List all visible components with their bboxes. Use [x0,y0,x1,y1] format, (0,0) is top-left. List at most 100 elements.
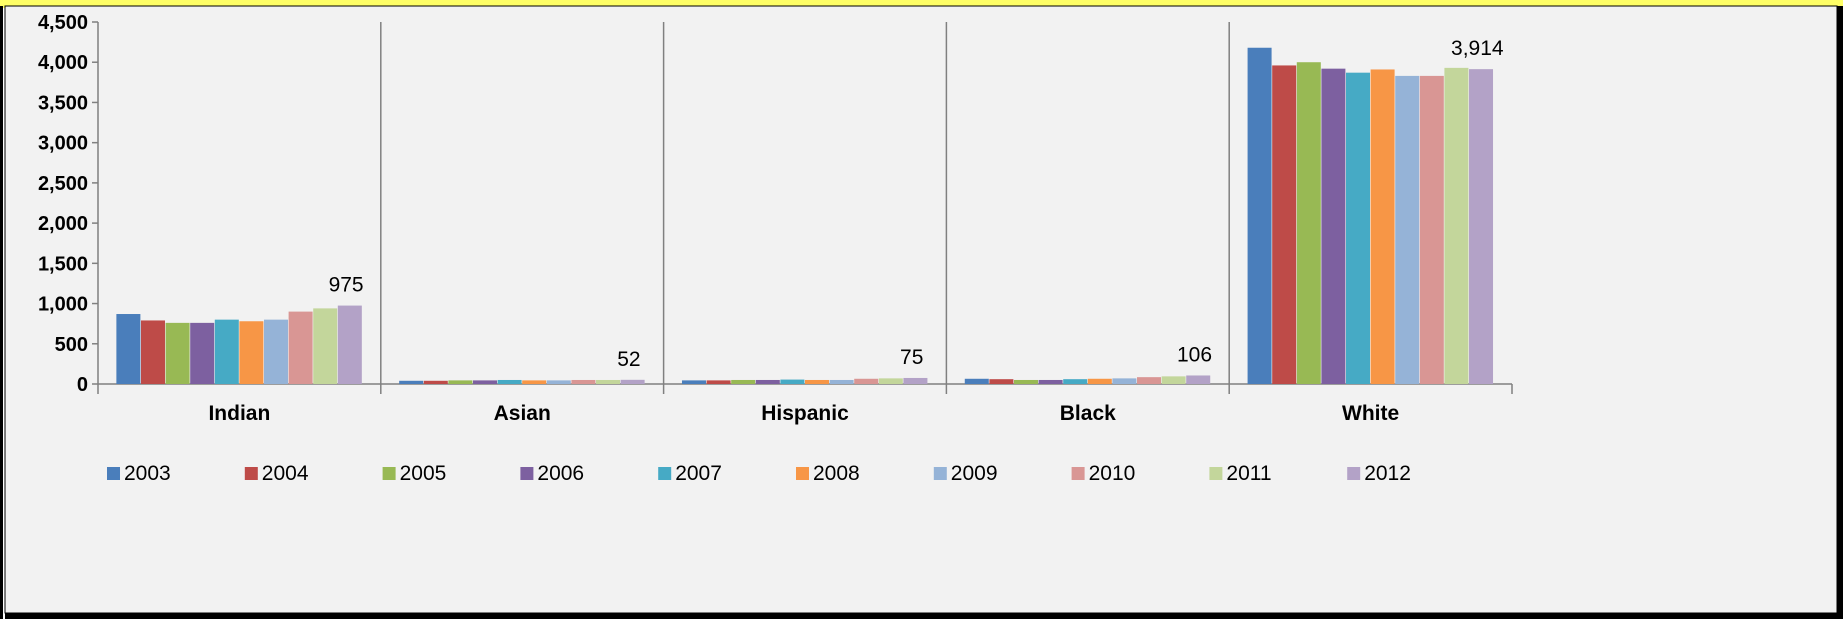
bar-hispanic-2012 [903,377,928,384]
bar-asian-2005 [448,380,473,384]
legend-label: 2011 [1226,462,1271,485]
bar-white-2011 [1444,67,1469,384]
bar-hispanic-2009 [829,379,854,384]
legend-item-2007: 2007 [658,462,722,485]
x-category-label-asian: Asian [494,402,551,425]
y-tick-label: 0 [77,374,88,396]
bar-indian-2009 [264,319,289,384]
bar-black-2008 [1087,378,1112,384]
bar-indian-2010 [288,311,313,384]
bar-hispanic-2010 [854,378,879,384]
bar-black-2005 [1013,379,1038,384]
data-label-white: 3,914 [1451,37,1504,60]
y-tick-label: 1,000 [38,294,88,316]
y-tick-label: 2,500 [38,173,88,195]
bar-asian-2003 [399,380,424,384]
bar-asian-2007 [497,379,522,384]
bar-white-2006 [1321,68,1346,384]
bar-hispanic-2005 [731,379,756,384]
legend-item-2005: 2005 [382,462,447,485]
legend-item-2008: 2008 [796,462,860,485]
legend-swatch [658,467,672,480]
bar-black-2004 [989,379,1014,384]
legend-item-2009: 2009 [933,462,998,485]
legend-swatch [382,467,396,480]
legend-item-2003: 2003 [107,462,171,485]
legend-swatch [1347,467,1361,480]
y-tick-label: 3,500 [38,92,88,114]
legend-label: 2012 [1364,462,1411,485]
frame-shadow-right [1837,6,1843,619]
bar-asian-2009 [546,380,571,384]
data-label-indian: 975 [329,274,364,297]
bar-hispanic-2007 [780,379,805,384]
legend-swatch [933,467,947,480]
legend-swatch [1209,467,1223,480]
bar-hispanic-2004 [706,380,731,384]
bar-hispanic-2008 [805,379,830,384]
bar-indian-2012 [337,305,362,384]
bar-white-2008 [1370,69,1395,384]
bar-indian-2005 [165,322,190,384]
bar-indian-2006 [190,322,215,384]
bar-hispanic-2006 [755,379,780,384]
bar-black-2009 [1112,378,1137,384]
bar-asian-2004 [423,380,448,384]
bar-black-2010 [1137,377,1162,384]
legend-label: 2007 [675,462,722,485]
bar-indian-2011 [313,308,338,384]
bar-asian-2010 [571,379,596,384]
legend-item-2006: 2006 [520,462,584,485]
bar-black-2011 [1161,376,1186,384]
legend-label: 2010 [1089,462,1136,485]
bar-indian-2008 [239,321,264,384]
bars-layer [116,47,1494,385]
legend-label: 2008 [813,462,860,485]
labels-layer: Indian Asian Hispanic Black White 975 52 75 106 3… [208,37,1503,425]
bar-indian-2004 [140,320,165,384]
bar-white-2012 [1469,69,1494,384]
data-label-asian: 52 [617,348,640,371]
bar-black-2003 [964,378,989,384]
legend-label: 2006 [537,462,584,485]
bar-black-2006 [1038,379,1063,384]
bar-hispanic-2003 [681,380,706,384]
top-highlight-strip [0,0,1843,8]
legend: 2003 2004 2005 2006 2007 2008 2009 2010 2011 2012 [107,462,1411,485]
x-category-label-hispanic: Hispanic [761,402,849,425]
chart-area-background [4,5,1838,614]
legend-item-2011: 2011 [1209,462,1272,485]
data-label-hispanic: 75 [900,346,923,369]
bar-asian-2012 [620,379,645,384]
y-tick-label: 3,000 [38,133,88,155]
legend-label: 2005 [400,462,447,485]
axes-layer: 0 500 1,000 1,500 2,000 2,500 3,000 3,500 4,000 4… [38,12,1513,396]
legend-item-2012: 2012 [1347,462,1411,485]
frame-left-edge [0,6,3,619]
data-label-black: 106 [1177,343,1212,366]
legend-swatch [796,467,809,480]
bar-indian-2007 [214,319,239,384]
bar-asian-2011 [596,379,621,384]
y-tick-label: 500 [55,334,88,356]
bar-asian-2008 [522,380,547,384]
bar-white-2004 [1272,65,1297,384]
legend-swatch [107,467,120,480]
legend-label: 2004 [262,462,309,485]
frame-shadow-bottom [5,613,1843,619]
x-category-label-white: White [1342,402,1399,425]
legend-swatch [520,467,534,480]
bar-white-2007 [1345,72,1370,385]
bar-black-2012 [1186,375,1211,384]
x-category-label-indian: Indian [208,402,270,425]
bar-black-2007 [1063,379,1088,384]
legend-item-2004: 2004 [244,462,309,485]
legend-swatch [1071,467,1085,480]
bar-asian-2006 [472,380,497,384]
legend-label: 2003 [124,462,171,485]
y-tick-label: 2,000 [38,213,88,235]
y-tick-label: 1,500 [38,253,88,275]
legend-swatch [244,467,258,480]
x-category-label-black: Black [1060,402,1116,425]
